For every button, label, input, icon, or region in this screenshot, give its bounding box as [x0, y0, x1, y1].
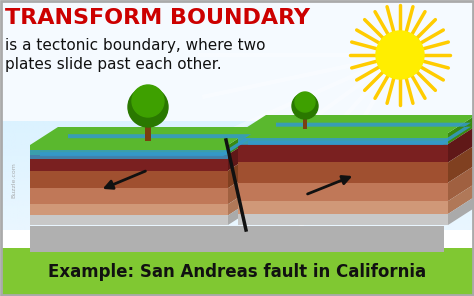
Bar [30, 226, 444, 252]
Text: Example: San Andreas fault in California: Example: San Andreas fault in California [48, 263, 426, 281]
Bar [30, 155, 228, 170]
Text: TRANSFORM BOUNDARY: TRANSFORM BOUNDARY [5, 8, 310, 28]
Bar [238, 144, 448, 163]
Polygon shape [248, 123, 471, 145]
Polygon shape [448, 196, 474, 225]
Bar [30, 204, 228, 215]
Bar [303, 117, 307, 129]
Text: is a tectonic boundary, where two
plates slide past each other.: is a tectonic boundary, where two plates… [5, 38, 265, 72]
Bar [238, 133, 448, 144]
Bar [1, 248, 473, 295]
Polygon shape [228, 153, 256, 188]
Bar [30, 150, 228, 159]
Polygon shape [448, 165, 474, 201]
Text: Buzzle.com: Buzzle.com [11, 162, 17, 198]
Polygon shape [228, 136, 256, 170]
Polygon shape [448, 183, 474, 214]
Polygon shape [448, 144, 474, 183]
Circle shape [295, 92, 315, 112]
Bar [30, 188, 228, 204]
Bar [1, 1, 473, 121]
Bar [238, 138, 448, 145]
Circle shape [292, 93, 318, 119]
Bar [238, 214, 448, 225]
Polygon shape [228, 127, 256, 155]
Bar [30, 215, 228, 225]
Bar [238, 163, 448, 183]
Polygon shape [40, 134, 251, 156]
Circle shape [132, 85, 164, 117]
Bar [30, 145, 228, 155]
Polygon shape [228, 186, 256, 215]
Polygon shape [238, 115, 474, 133]
Polygon shape [448, 115, 474, 144]
Bar [238, 201, 448, 214]
Circle shape [376, 31, 424, 79]
Bar [145, 123, 151, 141]
Polygon shape [228, 197, 256, 225]
Polygon shape [30, 127, 256, 145]
Polygon shape [448, 126, 474, 163]
Bar [30, 170, 228, 188]
Polygon shape [228, 170, 256, 204]
Circle shape [128, 87, 168, 127]
Bar [238, 183, 448, 201]
